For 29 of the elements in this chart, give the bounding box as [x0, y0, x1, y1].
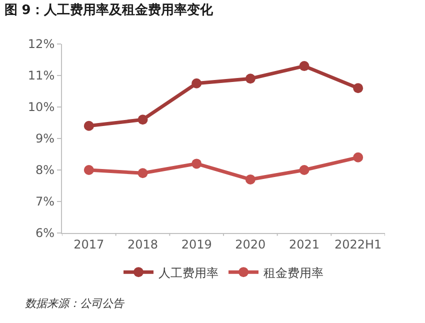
x-tick-label: 2021 [288, 237, 320, 252]
point [299, 165, 310, 175]
y-tick-label: 6% [36, 226, 55, 240]
x-tick-label: 2020 [235, 237, 266, 252]
x-tick-label: 2022H1 [334, 237, 382, 252]
x-tick-label: 2018 [127, 237, 158, 252]
point [245, 174, 256, 184]
point [138, 168, 148, 178]
point [84, 165, 94, 175]
y-tick-label: 8% [36, 163, 55, 178]
legend-label: 租金费用率 [264, 266, 324, 280]
point [84, 120, 94, 131]
y-tick-label: 7% [36, 194, 55, 209]
point [192, 158, 202, 169]
point [192, 78, 202, 88]
source-note: 数据来源：公司公告 [25, 297, 125, 310]
y-tick-label: 9% [36, 132, 55, 146]
chart-title: 图 9：人工费用率及租金费用率变化 [4, 2, 214, 18]
point [353, 83, 364, 94]
y-tick-label: 11% [28, 68, 55, 83]
y-tick-label: 10% [28, 100, 55, 114]
x-tick-label: 2017 [74, 237, 104, 252]
point [245, 74, 256, 84]
point [353, 152, 364, 162]
legend-label: 人工费用率 [158, 266, 218, 280]
point [299, 61, 310, 72]
x-tick-label: 2019 [181, 237, 212, 252]
point [138, 114, 148, 125]
y-tick-label: 12% [28, 37, 55, 52]
